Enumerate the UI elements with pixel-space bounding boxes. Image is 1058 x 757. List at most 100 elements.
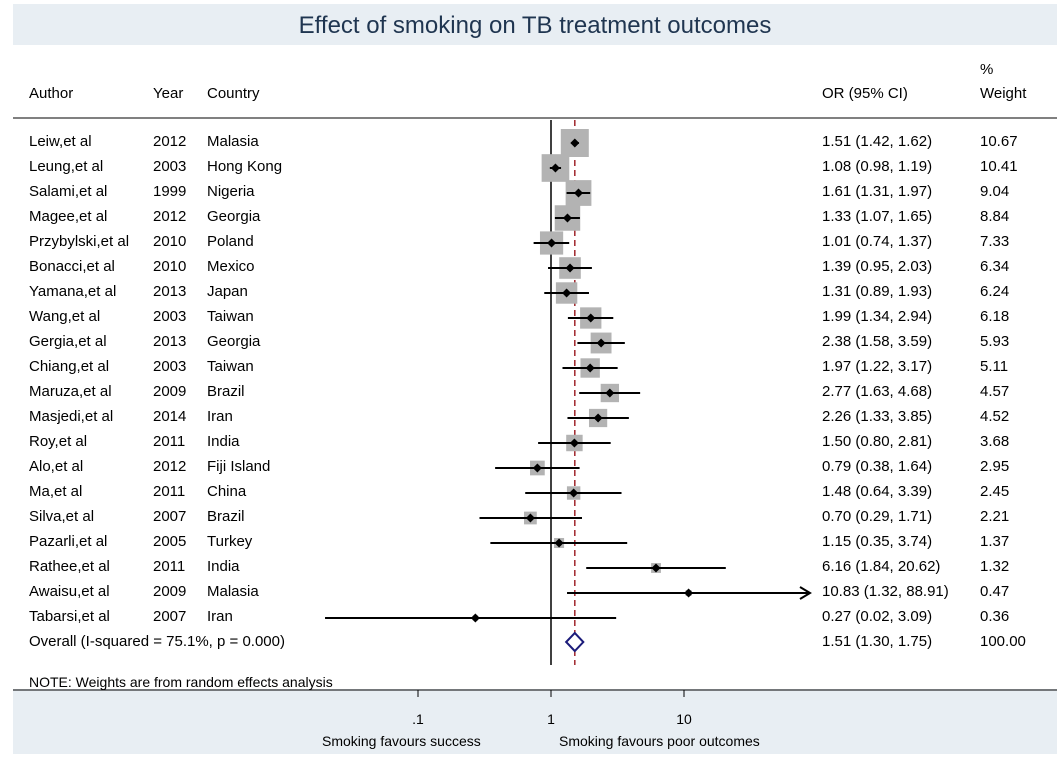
study-or-ci: 1.99 (1.34, 2.94): [822, 308, 933, 325]
header-country: Country: [207, 85, 260, 102]
study-point-estimate: [570, 138, 580, 148]
study-year: 2013: [153, 283, 187, 300]
study-country: Turkey: [207, 533, 253, 550]
study-year: 1999: [153, 183, 187, 200]
study-or-ci: 0.79 (0.38, 1.64): [822, 458, 933, 475]
table-row: Magee,et al 2012 Georgia 1.33 (1.07, 1.65) 8…: [0, 208, 1058, 233]
study-country: Brazil: [207, 383, 245, 400]
study-country: Fiji Island: [207, 458, 271, 475]
study-or-ci: 0.70 (0.29, 1.71): [822, 508, 933, 525]
study-or-ci: 1.39 (0.95, 2.03): [822, 258, 933, 275]
study-year: 2012: [153, 133, 187, 150]
study-year: 2010: [153, 258, 187, 275]
study-author: Pazarli,et al: [29, 533, 108, 550]
study-country: Iran: [207, 408, 233, 425]
study-or-ci: 1.33 (1.07, 1.65): [822, 208, 933, 225]
study-author: Bonacci,et al: [29, 258, 115, 275]
study-weight: 2.95: [980, 458, 1010, 475]
study-point-estimate: [562, 213, 572, 223]
xlabel-right: Smoking favours poor outcomes: [559, 733, 760, 749]
table-row: Roy,et al 2011 India 1.50 (0.80, 2.81) 3.68: [0, 433, 1058, 458]
table-row: Ma,et al 2011 China 1.48 (0.64, 3.39) 2.45: [0, 483, 1058, 508]
study-or-ci: 10.83 (1.32, 88.91): [822, 583, 949, 600]
study-year: 2012: [153, 458, 187, 475]
table-row: Alo,et al 2012 Fiji Island 0.79 (0.38, 1.64…: [0, 458, 1058, 483]
study-author: Chiang,et al: [29, 358, 110, 375]
study-point-estimate: [596, 338, 606, 348]
study-point-estimate: [532, 463, 542, 473]
overall-label: Overall (I-squared = 75.1%, p = 0.000): [29, 633, 285, 650]
study-author: Silva,et al: [29, 508, 95, 525]
study-author: Gergia,et al: [29, 333, 107, 350]
study-weight: 0.47: [980, 583, 1010, 600]
study-year: 2009: [153, 383, 187, 400]
study-year: 2005: [153, 533, 187, 550]
study-country: Taiwan: [207, 358, 254, 375]
table-row: Rathee,et al 2011 India 6.16 (1.84, 20.62) 1…: [0, 558, 1058, 583]
table-row: Awaisu,et al 2009 Malasia 10.83 (1.32, 88.9…: [0, 583, 1058, 608]
study-or-ci: 2.26 (1.33, 3.85): [822, 408, 933, 425]
study-or-ci: 0.27 (0.02, 3.09): [822, 608, 933, 625]
study-year: 2003: [153, 158, 187, 175]
overall-or: 1.51 (1.30, 1.75): [822, 633, 933, 650]
study-point-estimate: [470, 613, 480, 623]
study-point-estimate: [565, 263, 575, 273]
x-tick-label: 10: [676, 711, 692, 727]
x-tick-label: .1: [412, 711, 424, 727]
study-year: 2011: [153, 558, 186, 575]
study-weight: 6.24: [980, 283, 1010, 300]
table-row: Wang,et al 2003 Taiwan 1.99 (1.34, 2.94) 6.1…: [0, 308, 1058, 333]
study-or-ci: 1.50 (0.80, 2.81): [822, 433, 933, 450]
study-weight: 10.41: [980, 158, 1018, 175]
study-author: Awaisu,et al: [29, 583, 110, 600]
study-or-ci: 1.48 (0.64, 3.39): [822, 483, 933, 500]
table-row: Przybylski,et al 2010 Poland 1.01 (0.74, 1.…: [0, 233, 1058, 258]
study-weight: 3.68: [980, 433, 1010, 450]
study-or-ci: 1.01 (0.74, 1.37): [822, 233, 933, 250]
study-weight: 10.67: [980, 133, 1018, 150]
chart-title: Effect of smoking on TB treatment outcom…: [298, 12, 772, 39]
study-year: 2003: [153, 308, 187, 325]
study-point-estimate: [605, 388, 615, 398]
study-or-ci: 1.61 (1.31, 1.97): [822, 183, 933, 200]
study-author: Leiw,et al: [29, 133, 92, 150]
study-country: India: [207, 433, 240, 450]
weights-note: NOTE: Weights are from random effects an…: [29, 674, 333, 690]
study-country: Iran: [207, 608, 233, 625]
study-weight: 6.18: [980, 308, 1010, 325]
study-weight: 0.36: [980, 608, 1010, 625]
table-row: Bonacci,et al 2010 Mexico 1.39 (0.95, 2.03)…: [0, 258, 1058, 283]
study-weight: 6.34: [980, 258, 1010, 275]
study-weight: 1.37: [980, 533, 1010, 550]
header-year: Year: [153, 85, 184, 102]
study-author: Alo,et al: [29, 458, 84, 475]
study-weight: 4.52: [980, 408, 1010, 425]
xlabel-left: Smoking favours success: [322, 733, 481, 749]
study-point-estimate: [684, 588, 694, 598]
study-weight: 2.45: [980, 483, 1010, 500]
study-year: 2003: [153, 358, 187, 375]
study-point-estimate: [562, 288, 572, 298]
study-point-estimate: [651, 563, 661, 573]
x-tick-label: 1: [547, 711, 555, 727]
study-year: 2010: [153, 233, 187, 250]
study-or-ci: 2.77 (1.63, 4.68): [822, 383, 933, 400]
study-author: Rathee,et al: [29, 558, 110, 575]
study-point-estimate: [554, 538, 564, 548]
table-row: Leung,et al 2003 Hong Kong 1.08 (0.98, 1.19…: [0, 158, 1058, 183]
study-or-ci: 1.15 (0.35, 3.74): [822, 533, 933, 550]
study-point-estimate: [569, 488, 579, 498]
study-year: 2011: [153, 483, 186, 500]
header-weight: Weight: [980, 85, 1027, 102]
study-or-ci: 6.16 (1.84, 20.62): [822, 558, 941, 575]
study-weight: 7.33: [980, 233, 1010, 250]
header-weight-pct: %: [980, 61, 994, 78]
study-author: Roy,et al: [29, 433, 88, 450]
table-row: Silva,et al 2007 Brazil 0.70 (0.29, 1.71) 2.…: [0, 508, 1058, 533]
overall-diamond: [564, 631, 585, 653]
study-country: Brazil: [207, 508, 245, 525]
table-row: Masjedi,et al 2014 Iran 2.26 (1.33, 3.85) 4.…: [0, 408, 1058, 433]
study-country: Nigeria: [207, 183, 255, 200]
overall-weight: 100.00: [980, 633, 1026, 650]
table-row: Pazarli,et al 2005 Turkey 1.15 (0.35, 3.74)…: [0, 533, 1058, 558]
